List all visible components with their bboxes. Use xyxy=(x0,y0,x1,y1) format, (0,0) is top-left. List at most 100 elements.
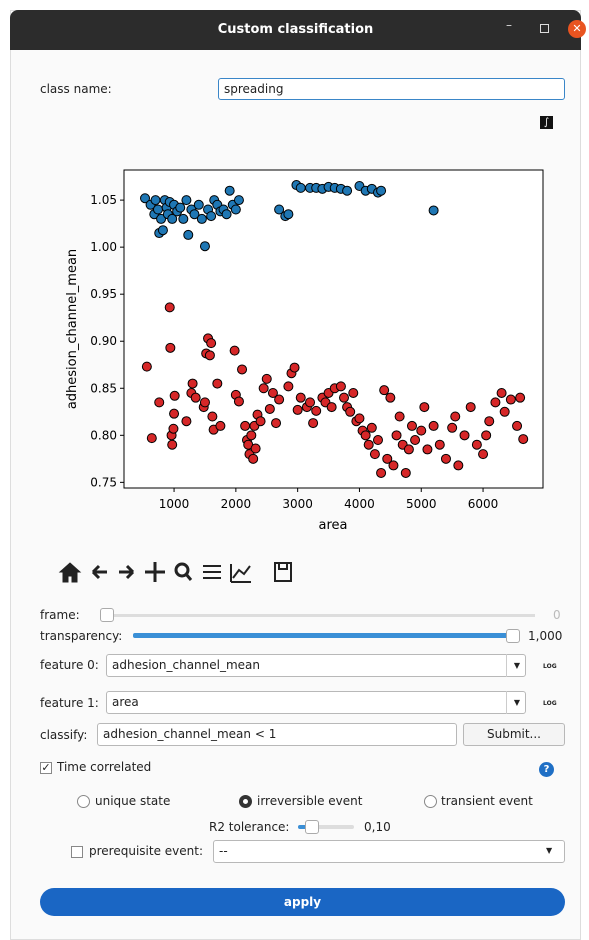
frame-handle[interactable] xyxy=(100,608,114,622)
point xyxy=(366,422,377,433)
point xyxy=(440,453,451,464)
x-tick-label: 2000 xyxy=(221,497,252,511)
point xyxy=(450,411,461,422)
feature-1-combo[interactable]: area xyxy=(106,691,526,714)
y-tick-label: 0.85 xyxy=(90,381,117,395)
point xyxy=(189,209,200,220)
y-tick-label: 1.05 xyxy=(90,193,117,207)
point xyxy=(150,195,161,206)
point xyxy=(289,362,300,373)
time-correlated-checkbox[interactable]: ✓ xyxy=(40,761,52,774)
point xyxy=(428,420,439,431)
point xyxy=(416,425,427,436)
toolbar xyxy=(58,562,292,583)
point xyxy=(267,387,278,398)
point xyxy=(512,420,523,431)
point xyxy=(354,413,365,424)
point xyxy=(518,434,529,445)
y-tick-label: 0.95 xyxy=(90,287,117,301)
point xyxy=(233,396,244,407)
feature-1-log[interactable]: LOG xyxy=(543,700,557,707)
event-label: irreversible event xyxy=(257,794,363,808)
frame-value: 0 xyxy=(553,608,561,622)
point xyxy=(154,397,165,408)
y-axis-label: adhesion_channel_mean xyxy=(65,249,80,409)
home-icon[interactable] xyxy=(58,562,82,583)
prerequisite-combo[interactable]: -- xyxy=(213,840,565,863)
feature-0-log[interactable]: LOG xyxy=(543,663,557,670)
point xyxy=(274,204,285,215)
class-name-input[interactable]: spreading xyxy=(218,78,565,100)
point xyxy=(295,182,306,193)
point xyxy=(400,467,411,478)
x-tick-label: 1000 xyxy=(159,497,190,511)
back-icon[interactable] xyxy=(91,564,107,580)
feature-0-combo[interactable]: adhesion_channel_mean xyxy=(106,654,526,677)
point xyxy=(168,423,179,434)
point xyxy=(360,430,371,441)
point xyxy=(308,418,319,429)
event-radio[interactable] xyxy=(424,795,437,808)
point xyxy=(152,204,163,215)
point xyxy=(382,453,393,464)
help-icon[interactable]: ? xyxy=(539,762,554,777)
point xyxy=(335,381,346,392)
point xyxy=(157,225,168,236)
point xyxy=(167,439,178,450)
r2-handle[interactable] xyxy=(305,820,319,834)
point xyxy=(271,418,282,429)
point xyxy=(224,185,235,196)
feature-0-arrow: ▼ xyxy=(506,654,527,677)
point xyxy=(199,397,210,408)
point xyxy=(505,394,516,405)
point xyxy=(292,404,303,415)
point xyxy=(499,406,510,417)
minimize[interactable]: – xyxy=(506,18,512,32)
forward-icon[interactable] xyxy=(119,564,135,580)
point xyxy=(283,209,294,220)
event-label: transient event xyxy=(441,794,533,808)
point xyxy=(478,449,489,460)
apply-button[interactable]: apply xyxy=(40,888,565,916)
point xyxy=(181,195,192,206)
submit-button[interactable]: Submit... xyxy=(463,723,565,746)
point xyxy=(140,193,151,204)
classify-input[interactable]: adhesion_channel_mean < 1 xyxy=(97,723,457,746)
transparency-handle[interactable] xyxy=(506,629,520,643)
point xyxy=(240,420,251,431)
event-radio[interactable] xyxy=(239,795,252,808)
point xyxy=(264,403,275,414)
point xyxy=(183,229,194,240)
configure-icon[interactable] xyxy=(203,565,221,579)
r2-value: 0,10 xyxy=(364,820,391,834)
chart: area adhesion_channel_mean 1000 2000 3000 4… xyxy=(65,169,544,533)
point xyxy=(221,209,232,220)
point xyxy=(141,361,152,372)
point xyxy=(388,460,399,471)
prerequisite-checkbox[interactable] xyxy=(71,846,83,858)
feature-0-label: feature 0: xyxy=(40,658,99,672)
close[interactable]: ✕ xyxy=(568,20,586,38)
r2-track xyxy=(298,825,354,829)
edit-icon[interactable] xyxy=(230,564,251,583)
point xyxy=(471,439,482,450)
point xyxy=(156,213,167,224)
time-correlated-label: Time correlated xyxy=(57,760,152,774)
classify-label: classify: xyxy=(40,728,88,742)
point xyxy=(419,402,430,413)
formula-button[interactable]: ∫ xyxy=(540,116,553,129)
point xyxy=(215,420,226,431)
point xyxy=(178,213,189,224)
event-radio[interactable] xyxy=(77,795,90,808)
point xyxy=(261,373,272,384)
point xyxy=(167,213,178,224)
transparency-value: 1,000 xyxy=(528,629,563,643)
save-icon[interactable] xyxy=(274,562,292,582)
maximize[interactable] xyxy=(540,24,549,33)
pan-icon[interactable] xyxy=(145,562,165,582)
point xyxy=(199,241,210,252)
x-tick-label: 5000 xyxy=(406,497,437,511)
point xyxy=(206,211,217,222)
zoom-icon[interactable] xyxy=(174,562,190,578)
